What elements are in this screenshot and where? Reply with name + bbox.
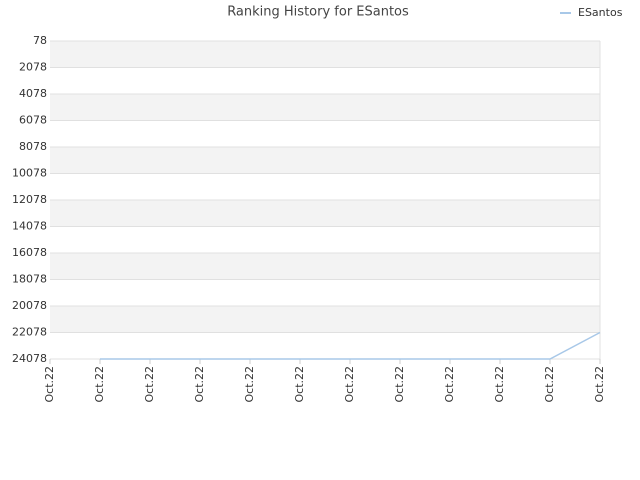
legend-label: ESantos xyxy=(578,6,623,19)
chart-title: Ranking History for ESantos xyxy=(227,5,409,20)
series-line xyxy=(100,331,601,360)
x-tick-label: Oct.22 xyxy=(593,366,606,403)
x-tick-label: Oct.22 xyxy=(343,366,356,403)
y-tick-label: 6078 xyxy=(19,114,47,127)
y-tick-label: 20078 xyxy=(12,299,47,312)
x-tick-label: Oct.22 xyxy=(443,366,456,403)
grid-band xyxy=(50,41,600,68)
y-tick-label: 24078 xyxy=(12,352,47,365)
x-tick-label: Oct.22 xyxy=(293,366,306,403)
x-tick-label: Oct.22 xyxy=(393,366,406,403)
y-tick-label: 22078 xyxy=(12,326,47,339)
x-tick-label: Oct.22 xyxy=(193,366,206,403)
y-tick-label: 14078 xyxy=(12,220,47,233)
grid-band xyxy=(50,94,600,121)
x-tick-label: Oct.22 xyxy=(543,366,556,403)
y-tick-label: 78 xyxy=(33,34,47,47)
grid-band xyxy=(50,306,600,333)
x-tick-label: Oct.22 xyxy=(143,366,156,403)
y-tick-label: 12078 xyxy=(12,193,47,206)
y-tick-label: 8078 xyxy=(19,140,47,153)
y-tick-label: 18078 xyxy=(12,273,47,286)
x-tick-label: Oct.22 xyxy=(243,366,256,403)
grid-band xyxy=(50,200,600,227)
x-tick-label: Oct.22 xyxy=(493,366,506,403)
y-tick-label: 4078 xyxy=(19,87,47,100)
x-tick-label: Oct.22 xyxy=(43,366,56,403)
y-tick-label: 16078 xyxy=(12,246,47,259)
y-tick-label: 2078 xyxy=(19,61,47,74)
grid-band xyxy=(50,147,600,174)
x-tick-label: Oct.22 xyxy=(93,366,106,403)
y-tick-label: 10078 xyxy=(12,167,47,180)
grid-band xyxy=(50,253,600,280)
